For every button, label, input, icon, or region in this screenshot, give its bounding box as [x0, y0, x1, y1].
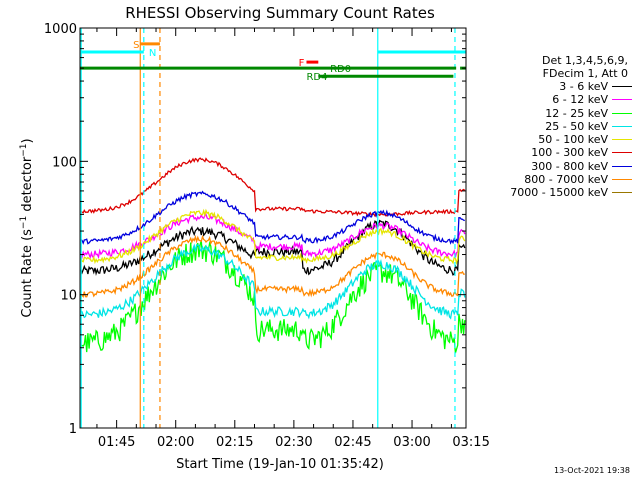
- flag-label-n: N: [149, 48, 156, 59]
- axes: 1 10 100 1000 01:45 02:00 02:15 02:30 02:45 03:00…: [44, 22, 490, 450]
- legend-item: 12 - 25 keV: [478, 107, 638, 120]
- legend-swatch: [612, 125, 632, 127]
- legend-swatch: [612, 165, 632, 167]
- flag-label-s: S: [133, 40, 139, 51]
- flag-label-f: F: [299, 58, 305, 69]
- legend-swatch: [612, 112, 632, 114]
- legend-item: 50 - 100 keV: [478, 133, 638, 146]
- plot-frame: [79, 27, 467, 429]
- legend-swatch: [612, 152, 632, 154]
- legend-swatch: [612, 179, 632, 181]
- series-line-6: [80, 190, 465, 245]
- y-tick-label: 10: [60, 289, 77, 304]
- y-axis-label: Count Rate (s−1 detector−1): [19, 138, 35, 317]
- y-tick-label: 1000: [44, 22, 77, 37]
- legend-item: 25 - 50 keV: [478, 120, 638, 133]
- y-axis-label-mid: detector: [20, 156, 35, 216]
- legend-swatch: [612, 192, 632, 194]
- x-tick-label: 02:00: [157, 435, 194, 450]
- legend-item: 6 - 12 keV: [478, 93, 638, 106]
- y-tick-label: 1: [69, 422, 77, 437]
- x-tick-label: 03:15: [452, 435, 489, 450]
- legend-item-label: 12 - 25 keV: [545, 106, 608, 120]
- legend-item-label: 300 - 800 keV: [531, 159, 608, 173]
- x-tick-label: 02:30: [275, 435, 312, 450]
- legend-rows: 3 - 6 keV 6 - 12 keV 12 - 25 keV 25 - 50 ke…: [478, 80, 638, 200]
- series-line-3: [80, 243, 466, 320]
- legend-item: 800 - 7000 keV: [478, 173, 638, 186]
- flag-label-rd0: RD0: [330, 64, 351, 75]
- timestamp: 13-Oct-2021 19:38: [554, 466, 630, 475]
- legend-item-label: 800 - 7000 keV: [524, 173, 608, 187]
- y-axis-label-exp2: −1: [19, 143, 29, 156]
- chart-title: RHESSI Observing Summary Count Rates: [125, 4, 435, 22]
- legend-swatch: [612, 99, 632, 101]
- y-axis-label-base: Count Rate (s: [20, 229, 35, 318]
- y-tick-label: 100: [52, 155, 77, 170]
- series-line-1: [80, 213, 466, 260]
- legend-swatch: [612, 86, 632, 87]
- legend: Det 1,3,4,5,6,9, FDecim 1, Att 0 3 - 6 k…: [478, 54, 638, 200]
- series-line-5: [80, 157, 466, 218]
- legend-item: 100 - 300 keV: [478, 146, 638, 159]
- legend-header-decimation: FDecim 1, Att 0: [542, 67, 628, 80]
- legend-item: 3 - 6 keV: [478, 80, 638, 93]
- legend-item: 300 - 800 keV: [478, 160, 638, 173]
- x-tick-label: 01:45: [98, 435, 135, 450]
- y-axis-label-exp1: −1: [19, 216, 29, 229]
- legend-item-label: 100 - 300 keV: [531, 146, 608, 160]
- series-line-7: [80, 234, 465, 299]
- series-line-2: [80, 240, 466, 354]
- legend-item-label: 25 - 50 keV: [545, 119, 608, 133]
- legend-item-label: 7000 - 15000 keV: [510, 186, 608, 200]
- legend-item-label: 50 - 100 keV: [538, 133, 608, 147]
- legend-header-detectors: Det 1,3,4,5,6,9,: [541, 54, 628, 67]
- x-tick-label: 03:00: [393, 435, 430, 450]
- legend-item-label: 3 - 6 keV: [559, 80, 608, 93]
- legend-swatch: [612, 139, 632, 141]
- legend-item: 7000 - 15000 keV: [478, 186, 638, 199]
- flag-label-rd4: RD4: [306, 72, 327, 83]
- x-tick-label: 02:45: [334, 435, 371, 450]
- x-tick-label: 02:15: [216, 435, 253, 450]
- series-line-4: [80, 208, 466, 266]
- legend-item-label: 6 - 12 keV: [552, 93, 608, 107]
- y-axis-label-end: ): [20, 138, 35, 143]
- x-axis-label: Start Time (19-Jan-10 01:35:42): [176, 457, 384, 472]
